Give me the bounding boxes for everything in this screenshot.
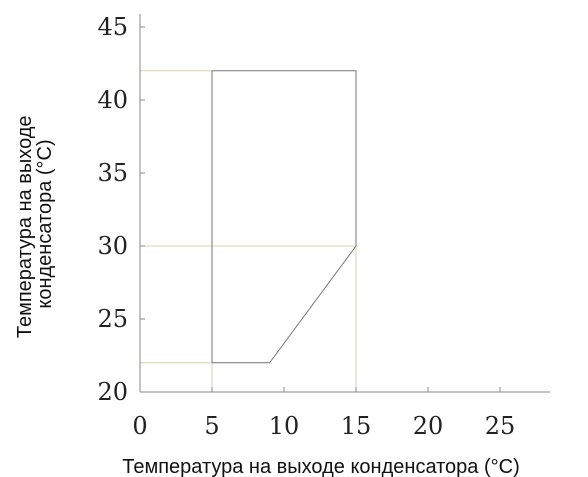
x-tick-label: 5 [204,412,219,440]
y-tick-labels: 20 25 30 35 40 45 [97,13,128,406]
y-tick-label: 20 [97,378,128,406]
x-tick-label: 10 [269,412,300,440]
axes [139,14,550,393]
y-tick-label: 30 [97,232,128,260]
y-tick-label: 35 [97,159,128,187]
y-tick-label: 45 [97,13,128,41]
series-line [211,70,357,364]
y-tick-label: 40 [97,86,128,114]
x-tick-label: 20 [413,412,444,440]
y-axis-title-line2: конденсатора (°C) [34,139,56,308]
y-axis-title: Температура на выходе конденсатора (°C) [14,110,56,338]
x-tick-label: 0 [132,412,147,440]
x-tick-labels: 0 5 10 15 20 25 [132,412,515,440]
x-tick-label: 15 [341,412,372,440]
reference-lines [140,70,357,392]
operating-envelope [211,70,357,364]
x-tick-label: 25 [485,412,516,440]
y-axis-title-line1: Температура на выходе [14,115,36,338]
x-axis-title: Температура на выходе конденсатора (°C) [122,456,520,477]
y-tick-label: 25 [97,305,128,333]
